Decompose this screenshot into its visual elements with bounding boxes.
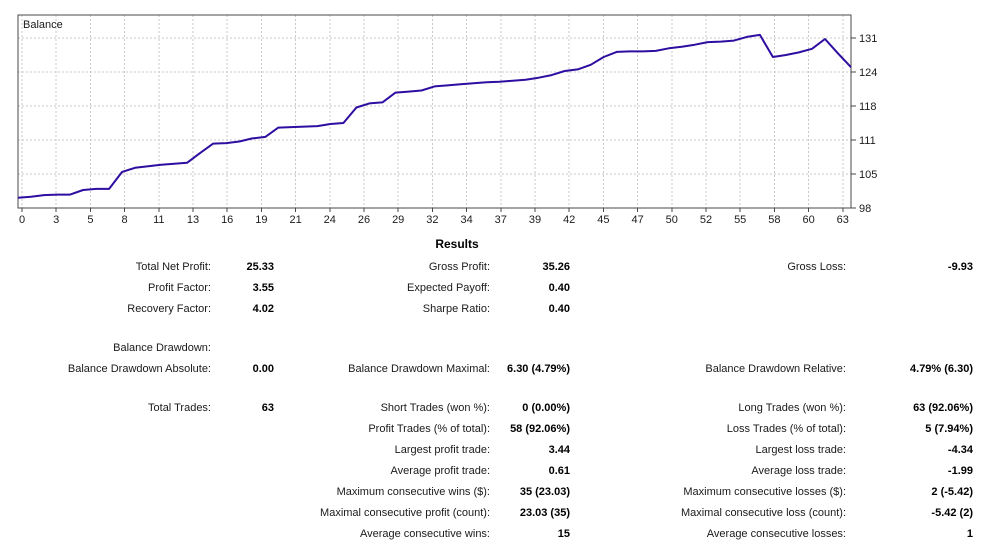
stat-label: Maximal consecutive profit (count):	[320, 507, 490, 519]
stat-label: Maximum consecutive losses ($):	[683, 486, 846, 498]
stat-value: 58 (92.06%)	[510, 423, 570, 435]
stat-value: 0.40	[548, 282, 570, 294]
x-axis-label: 8	[122, 214, 128, 226]
y-axis-label: 131	[859, 33, 877, 45]
stat-value: -5.42 (2)	[931, 507, 973, 519]
stat-label: Average consecutive wins:	[359, 528, 490, 540]
x-axis-label: 21	[289, 214, 301, 226]
x-axis-label: 45	[597, 214, 609, 226]
stat-value: 25.33	[246, 261, 274, 273]
x-axis-label: 26	[358, 214, 370, 226]
stat-label: Recovery Factor:	[127, 303, 211, 315]
stat-label: Largest profit trade:	[394, 444, 490, 456]
x-axis-label: 5	[87, 214, 93, 226]
balance-line	[17, 33, 852, 199]
x-axis-label: 52	[700, 214, 712, 226]
stat-value: 0 (0.00%)	[522, 402, 570, 414]
x-axis-label: 13	[187, 214, 199, 226]
x-axis-label: 11	[153, 214, 164, 226]
y-axis-label: 111	[859, 135, 876, 147]
x-axis-label: 50	[666, 214, 678, 226]
stat-label: Balance Drawdown:	[113, 342, 211, 354]
x-axis-label: 24	[324, 214, 336, 226]
x-axis-label: 29	[392, 214, 404, 226]
stat-value: -1.99	[947, 465, 973, 477]
stat-label: Largest loss trade:	[755, 444, 847, 456]
y-axis-label: 98	[859, 203, 871, 215]
x-axis-label: 19	[255, 214, 267, 226]
stat-label: Average loss trade:	[751, 465, 846, 477]
y-axis-label: 124	[859, 67, 877, 79]
x-axis-label: 37	[495, 214, 507, 226]
stat-value: 63	[261, 402, 274, 414]
x-axis-label: 47	[631, 214, 643, 226]
stat-label: Short Trades (won %):	[380, 402, 490, 414]
x-axis-label: 16	[221, 214, 233, 226]
stat-label: Expected Payoff:	[407, 282, 490, 294]
stat-label: Maximum consecutive wins ($):	[336, 486, 490, 498]
stat-value: 0.00	[252, 363, 274, 375]
x-axis-label: 3	[53, 214, 59, 226]
stat-value: 5 (7.94%)	[925, 423, 973, 435]
x-axis-label: 39	[529, 214, 541, 226]
stat-label: Balance Drawdown Absolute:	[67, 363, 211, 375]
x-axis-label: 42	[563, 214, 575, 226]
stat-value: 4.79% (6.30)	[910, 363, 973, 375]
x-axis-label: 63	[837, 214, 849, 226]
results-title: Results	[435, 237, 479, 251]
stat-label: Total Net Profit:	[135, 261, 211, 273]
stat-value: 35 (23.03)	[519, 486, 570, 498]
stat-label: Loss Trades (% of total):	[726, 423, 846, 435]
stat-value: 6.30 (4.79%)	[507, 363, 570, 375]
stat-value: 63 (92.06%)	[913, 402, 973, 414]
stat-label: Gross Loss:	[787, 261, 846, 273]
stat-value: 4.02	[252, 303, 274, 315]
chart-title: Balance	[23, 19, 63, 31]
stat-value: 35.26	[542, 261, 570, 273]
stat-label: Balance Drawdown Relative:	[705, 363, 846, 375]
stat-value: 23.03 (35)	[519, 507, 570, 519]
x-axis-label: 58	[768, 214, 780, 226]
stat-value: -9.93	[947, 261, 973, 273]
stat-label: Sharpe Ratio:	[422, 303, 490, 315]
stat-label: Maximal consecutive loss (count):	[680, 507, 846, 519]
stat-label: Profit Trades (% of total):	[368, 423, 490, 435]
stat-value: 15	[557, 528, 570, 540]
stat-value: 0.61	[548, 465, 570, 477]
stat-value: 2 (-5.42)	[931, 486, 973, 498]
stat-label: Balance Drawdown Maximal:	[348, 363, 490, 375]
x-axis-label: 0	[19, 214, 25, 226]
stat-label: Total Trades:	[148, 402, 211, 414]
stat-value: 3.55	[252, 282, 274, 294]
x-axis-label: 34	[460, 214, 472, 226]
x-axis-label: 32	[426, 214, 438, 226]
x-axis-label: 60	[802, 214, 814, 226]
y-axis-label: 118	[859, 101, 877, 113]
x-axis-label: 55	[734, 214, 746, 226]
chart-frame	[17, 14, 852, 209]
stat-label: Gross Profit:	[428, 261, 490, 273]
stat-label: Average consecutive losses:	[706, 528, 846, 540]
stat-value: 0.40	[548, 303, 570, 315]
y-axis-label: 105	[859, 169, 877, 181]
stat-value: 1	[966, 528, 973, 540]
stat-label: Profit Factor:	[148, 282, 211, 294]
stat-label: Long Trades (won %):	[738, 402, 846, 414]
stat-label: Average profit trade:	[390, 465, 490, 477]
stat-value: -4.34	[947, 444, 973, 456]
balance-chart: 131 124 118 111 105 98 0 3 5 8 11 13 16 19 21 24 26 29 32 3…	[0, 0, 1001, 232]
stat-value: 3.44	[548, 444, 570, 456]
